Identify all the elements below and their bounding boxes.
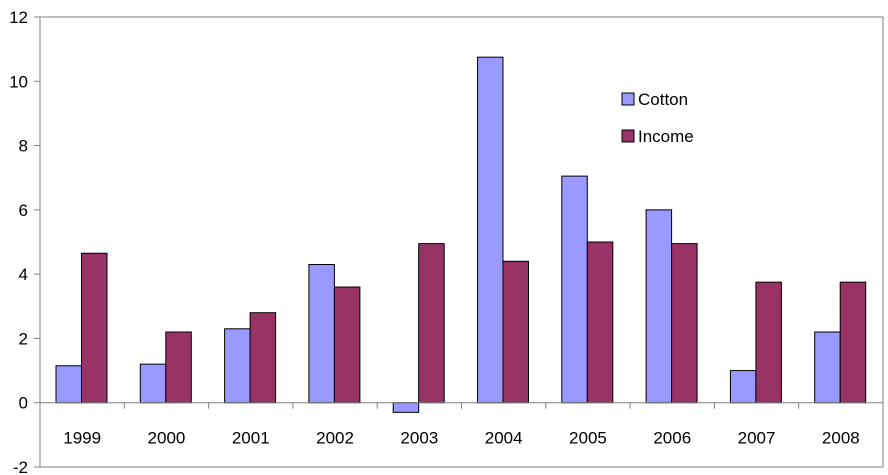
x-tick-label: 2001 [232,429,270,448]
x-tick-label: 2005 [569,429,607,448]
x-tick-label: 2004 [485,429,523,448]
x-tick-label: 2006 [653,429,691,448]
y-tick-label: 6 [19,201,28,220]
x-tick-label: 2008 [822,429,860,448]
x-tick-label: 1999 [63,429,101,448]
bar-income-2006 [671,243,698,404]
bar-cotton-1999 [55,365,82,404]
x-axis: 1999 2000 2001 2002 2003 2004 2005 2006 2007 2008 [39,402,884,448]
y-tick-label: -2 [13,458,28,475]
y-tick-label: 8 [19,137,28,156]
bar-income-2000 [165,331,192,404]
bar-cotton-2001 [224,328,251,404]
y-tick-label: 12 [9,8,28,27]
bar-cotton-2004 [477,56,504,404]
bar-cotton-2003 [392,402,420,413]
legend-label-income: Income [638,127,694,146]
bar-cotton-2000 [139,363,167,404]
y-tick-label: 10 [9,72,28,91]
legend-swatch-income [621,129,635,143]
y-tick-label: 4 [19,265,28,284]
x-tick-label: 2003 [400,429,438,448]
bar-income-2008 [839,281,867,404]
bar-cotton-2008 [814,331,841,404]
y-tick-label: 0 [19,394,28,413]
x-tick-label: 2007 [738,429,776,448]
bar-income-2002 [333,286,361,404]
bar-income-2004 [502,260,529,404]
y-tick-label: 2 [19,329,28,348]
bar-income-2003 [418,243,445,404]
y-axis: -2 0 2 4 6 8 10 12 [9,8,40,475]
x-tick-label: 2002 [316,429,354,448]
bar-cotton-2002 [308,264,335,404]
x-tick-label: 2000 [148,429,186,448]
bar-income-2005 [586,241,614,404]
legend-label-cotton: Cotton [638,90,688,109]
bar-income-1999 [81,252,108,404]
bar-income-2001 [249,312,277,404]
bar-cotton-2006 [645,209,673,404]
bar-income-2007 [755,281,782,404]
bar-cotton-2005 [561,175,588,404]
legend: Cotton Income [621,90,694,146]
legend-swatch-cotton [621,92,635,106]
bar-cotton-2007 [729,370,757,404]
